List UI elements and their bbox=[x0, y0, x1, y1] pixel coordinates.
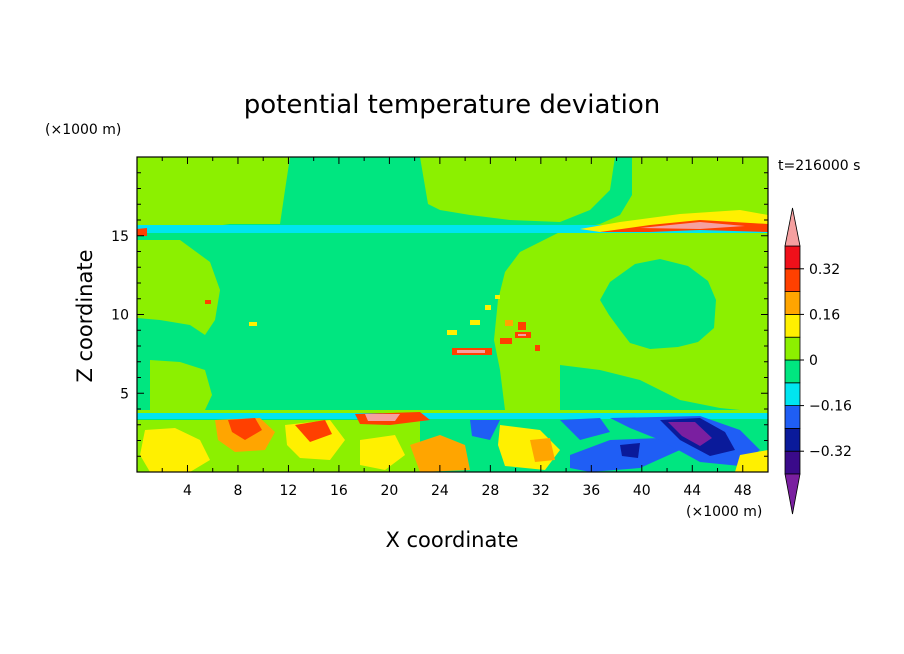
field-negative-small bbox=[600, 259, 716, 349]
colorbar-bin bbox=[784, 382, 801, 406]
warm-patches bbox=[205, 295, 540, 355]
colorbar-bin bbox=[784, 313, 801, 338]
field-negative-small bbox=[560, 365, 740, 410]
x-tick-label: 8 bbox=[233, 483, 242, 499]
x-tick-label: 12 bbox=[280, 483, 298, 499]
y-tick-label: 5 bbox=[120, 386, 129, 402]
boundary-positive bbox=[530, 438, 555, 462]
time-label: t=216000 s bbox=[778, 158, 860, 174]
field-negative-small bbox=[137, 310, 450, 410]
colorbar-bin bbox=[784, 427, 801, 452]
y-tick-label: 10 bbox=[111, 308, 129, 324]
boundary-positive bbox=[140, 428, 210, 472]
x-tick-label: 20 bbox=[380, 483, 398, 499]
x-axis: 4 8 12 16 20 24 28 32 36 40 44 48 bbox=[161, 157, 769, 499]
boundary-positive bbox=[360, 435, 405, 470]
x-tick-label: 28 bbox=[481, 483, 499, 499]
colorbar-label: −0.16 bbox=[809, 399, 852, 415]
colorbar-bin bbox=[784, 450, 801, 475]
colorbar-bin bbox=[784, 405, 801, 429]
y-unit-label: (×1000 m) bbox=[45, 122, 121, 138]
boundary-positive bbox=[228, 418, 262, 440]
x-tick-label: 4 bbox=[183, 483, 192, 499]
warm-layer bbox=[580, 210, 768, 232]
x-axis-title: X coordinate bbox=[385, 528, 518, 552]
warm-layer bbox=[137, 228, 147, 236]
field-positive-small bbox=[150, 360, 212, 410]
x-tick-label: 48 bbox=[734, 483, 752, 499]
cyan-layer bbox=[137, 225, 768, 233]
boundary-negative bbox=[620, 443, 640, 458]
chart-title: potential temperature deviation bbox=[244, 90, 660, 120]
boundary-positive bbox=[365, 414, 400, 421]
x-tick-label: 40 bbox=[633, 483, 651, 499]
boundary-positive bbox=[410, 435, 470, 472]
colorbar-bin bbox=[784, 336, 801, 361]
colorbar-label: 0 bbox=[809, 353, 818, 369]
colorbar: 0.32 0.16 0 −0.16 −0.32 bbox=[784, 207, 852, 515]
boundary-negative bbox=[470, 420, 500, 440]
boundary-negative bbox=[668, 422, 712, 446]
x-unit-label: (×1000 m) bbox=[686, 504, 762, 520]
x-tick-label: 32 bbox=[532, 483, 550, 499]
x-tick-label: 16 bbox=[330, 483, 348, 499]
y-axis: 5 10 15 bbox=[111, 172, 768, 457]
warm-core bbox=[640, 222, 745, 229]
x-tick-label: 44 bbox=[683, 483, 701, 499]
colorbar-max-arrow bbox=[784, 207, 801, 247]
boundary-positive bbox=[295, 420, 332, 442]
colorbar-bin bbox=[784, 268, 801, 292]
colorbar-bin bbox=[784, 359, 801, 384]
x-tick-label: 36 bbox=[582, 483, 600, 499]
colorbar-label: 0.16 bbox=[809, 307, 840, 323]
colorbar-label: 0.32 bbox=[809, 262, 840, 278]
colorbar-label: −0.32 bbox=[809, 444, 852, 460]
plot-area bbox=[137, 157, 768, 472]
y-axis-title: Z coordinate bbox=[73, 249, 97, 382]
colorbar-bin bbox=[784, 245, 801, 270]
boundary-negative bbox=[560, 418, 610, 440]
colorbar-bin bbox=[784, 291, 801, 315]
y-tick-label: 15 bbox=[111, 229, 129, 245]
field-positive-small bbox=[137, 240, 220, 335]
x-tick-label: 24 bbox=[431, 483, 449, 499]
colorbar-min-arrow bbox=[784, 473, 801, 515]
cyan-layer bbox=[137, 413, 768, 419]
